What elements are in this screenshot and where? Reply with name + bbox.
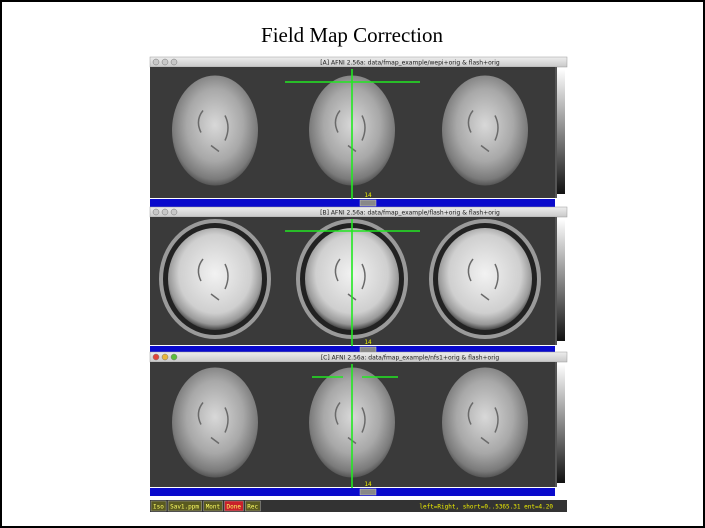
slider-thumb[interactable] <box>360 489 376 495</box>
slice-label: 14 <box>364 481 372 488</box>
brain-slice <box>168 228 262 330</box>
slide-title: Field Map Correction <box>261 23 443 47</box>
toolbar-button-label[interactable]: Rec <box>247 504 258 511</box>
afni-window: [C] AFNI 2.56a: data/fmap_example/nfs1+o… <box>150 352 567 496</box>
afni-window: [B] AFNI 2.56a: data/fmap_example/flash+… <box>150 207 567 354</box>
afni-window: [A] AFNI 2.56a: data/fmap_example/wepi+o… <box>150 57 567 207</box>
windows: [A] AFNI 2.56a: data/fmap_example/wepi+o… <box>150 57 567 512</box>
window-title: [A] AFNI 2.56a: data/fmap_example/wepi+o… <box>320 60 500 67</box>
color-bar <box>557 364 565 483</box>
window-control[interactable] <box>171 354 177 360</box>
brain-slice <box>442 368 528 478</box>
color-bar <box>557 69 565 194</box>
toolbar-button-label[interactable]: Done <box>227 504 242 511</box>
slice-label: 14 <box>364 339 372 346</box>
window-control[interactable] <box>171 209 177 215</box>
window-title: [C] AFNI 2.56a: data/fmap_example/nfs1+o… <box>321 355 499 362</box>
toolbar-button-label[interactable]: Iso <box>153 504 164 511</box>
slice-label: 14 <box>364 192 372 199</box>
brain-slice <box>438 228 532 330</box>
window-control[interactable] <box>153 59 159 65</box>
window-control[interactable] <box>153 354 159 360</box>
slider-track[interactable] <box>150 199 555 207</box>
color-bar <box>557 219 565 341</box>
status-text: left=Right, short=0..5365.31 ent=4.20 <box>419 504 553 511</box>
color-bar-bg <box>555 67 557 198</box>
toolbar-button-label[interactable]: Sav1.ppm <box>170 504 199 511</box>
color-bar-bg <box>555 217 557 345</box>
slider-track[interactable] <box>150 488 555 496</box>
slide: Field Map Correction [A] AFNI 2.56a: dat… <box>0 0 705 528</box>
window-control[interactable] <box>171 59 177 65</box>
window-control[interactable] <box>153 209 159 215</box>
brain-slice <box>172 368 258 478</box>
brain-slice <box>172 76 258 186</box>
window-control[interactable] <box>162 209 168 215</box>
slider-thumb[interactable] <box>360 200 376 206</box>
window-control[interactable] <box>162 354 168 360</box>
color-bar-bg <box>555 362 557 487</box>
toolbar-button-label[interactable]: Mont <box>206 504 221 511</box>
window-control[interactable] <box>162 59 168 65</box>
window-title: [B] AFNI 2.56a: data/fmap_example/flash+… <box>320 210 500 217</box>
brain-slice <box>442 76 528 186</box>
